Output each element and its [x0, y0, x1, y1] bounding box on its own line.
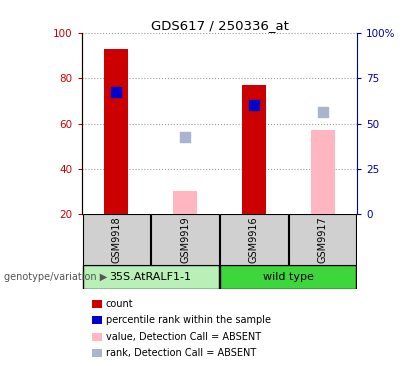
Text: GSM9918: GSM9918: [111, 216, 121, 263]
Bar: [289, 214, 356, 265]
Point: [113, 89, 120, 95]
Bar: [310, 130, 335, 214]
Bar: [151, 214, 219, 265]
Point: [250, 102, 257, 108]
Text: GSM9919: GSM9919: [180, 216, 190, 263]
Title: GDS617 / 250336_at: GDS617 / 250336_at: [150, 19, 289, 32]
Bar: [83, 214, 150, 265]
Text: count: count: [106, 299, 134, 309]
Bar: [220, 265, 356, 289]
Point: [319, 109, 326, 115]
Bar: [173, 191, 197, 214]
Text: percentile rank within the sample: percentile rank within the sample: [106, 315, 271, 325]
Text: 35S.AtRALF1-1: 35S.AtRALF1-1: [110, 272, 192, 282]
Text: value, Detection Call = ABSENT: value, Detection Call = ABSENT: [106, 332, 261, 342]
Bar: [83, 265, 219, 289]
Text: GSM9917: GSM9917: [318, 216, 328, 263]
Text: rank, Detection Call = ABSENT: rank, Detection Call = ABSENT: [106, 348, 256, 358]
Point: [182, 134, 189, 140]
Text: GSM9916: GSM9916: [249, 216, 259, 263]
Bar: [104, 49, 129, 214]
Text: wild type: wild type: [263, 272, 314, 282]
Text: genotype/variation ▶: genotype/variation ▶: [4, 272, 108, 282]
Bar: [242, 85, 266, 214]
Bar: [220, 214, 288, 265]
